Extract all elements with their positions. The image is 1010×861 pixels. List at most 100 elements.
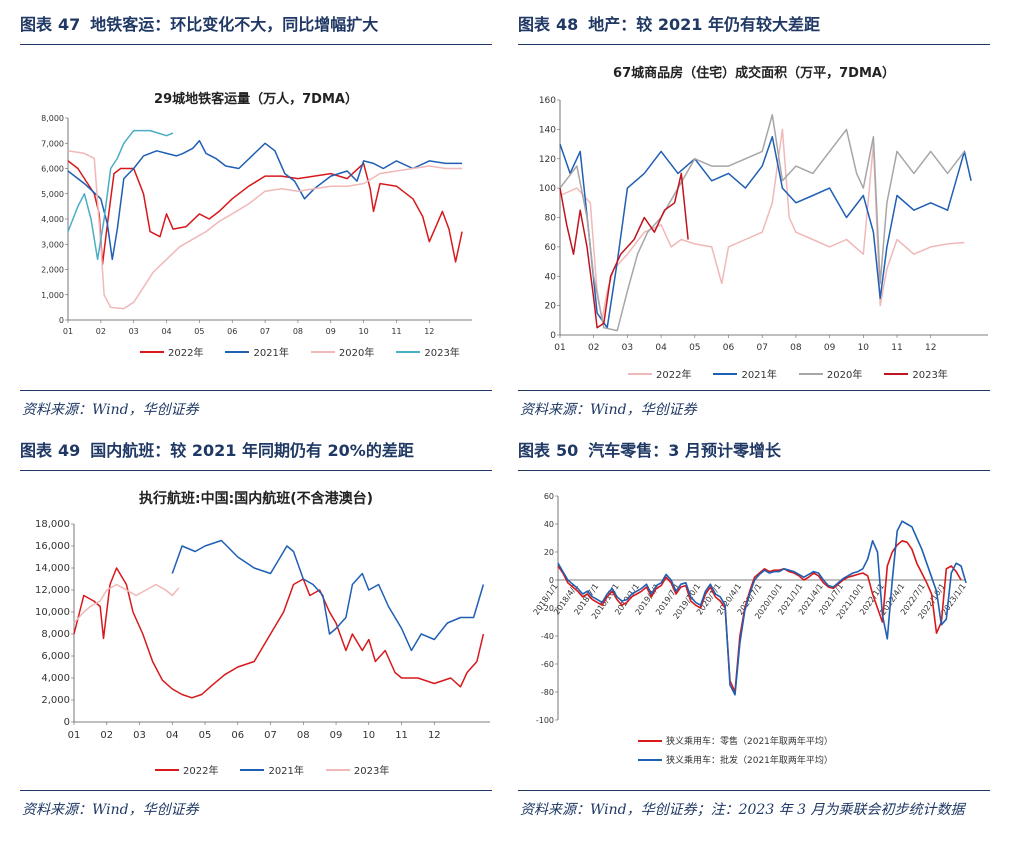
legend-label: 狭义乘用车：批发（2021年取两年平均）	[666, 756, 833, 766]
x-tick-label: 03	[129, 327, 139, 336]
panel-title: 图表 49 国内航班：较 2021 年同期仍有 20%的差距	[20, 436, 492, 471]
y-tick-label: 120	[539, 155, 556, 165]
series-line-2	[67, 150, 463, 310]
y-tick-label: 12,000	[35, 585, 70, 596]
x-tick-label: 12	[424, 327, 434, 336]
x-tick-label: 11	[891, 343, 902, 353]
y-tick-label: 16,000	[35, 541, 70, 552]
x-tick-label: 07	[264, 730, 277, 741]
chart-svg: 0 2,000 4,000 6,000 8,000 10,000 12,000 14,000 1…	[35, 519, 490, 741]
x-tick-label: 02	[96, 327, 106, 336]
x-tick-label: 08	[297, 730, 310, 741]
legend-item: 2023年	[884, 366, 948, 381]
series-line-1	[559, 135, 972, 329]
series-line-1	[67, 139, 463, 261]
y-tick-label: 6,000	[41, 165, 64, 174]
x-tick-label: 10	[359, 327, 369, 336]
legend-swatch	[638, 758, 662, 761]
x-tick-label: 04	[655, 343, 667, 353]
x-tick-label: 06	[227, 327, 237, 336]
x-tick-label: 05	[199, 730, 212, 741]
legend-label: 2023年	[912, 370, 948, 381]
legend-swatch	[713, 372, 738, 375]
figure-number: 49	[58, 441, 81, 460]
source-note: 资料来源：Wind，华创证券	[20, 790, 492, 821]
legend-item: 2023年	[325, 762, 389, 777]
x-tick-label: 10	[858, 343, 870, 353]
y-tick-label: 60	[544, 492, 554, 501]
series-line-2	[73, 583, 180, 624]
x-tick-label: 11	[395, 730, 408, 741]
x-tick-label: 05	[194, 327, 204, 336]
x-tick-label: 12	[925, 343, 936, 353]
series-line-3	[67, 129, 174, 261]
x-tick-label: 09	[326, 327, 336, 336]
figure-heading: 汽车零售：3 月预计零增长	[588, 441, 781, 460]
x-tick-label: 05	[689, 343, 700, 353]
y-tick-label: 3,000	[41, 240, 64, 249]
panel-title: 图表 47 地铁客运：环比变化不大，同比增幅扩大	[20, 10, 492, 45]
figure-label: 图表	[20, 15, 53, 34]
legend-swatch	[140, 350, 164, 353]
panel-title: 图表 48 地产：较 2021 年仍有较大差距	[518, 10, 990, 45]
y-tick-label: 60	[545, 243, 557, 253]
x-tick-label: 10	[362, 730, 375, 741]
chart-svg: 0 20 40 60 80 100 120 140 160 01 02 03 04 05 06 07 08 09 1…	[539, 96, 988, 353]
source-note: 资料来源：Wind，华创证券；注：2023 年 3 月为乘联会初步统计数据	[518, 790, 990, 821]
x-tick-label: 07	[756, 343, 767, 353]
panel-49: 图表 49 国内航班：较 2021 年同期仍有 20%的差距 执行航班:中国:国内航…	[20, 436, 492, 856]
x-tick-label: 11	[391, 327, 401, 336]
series-line-0	[73, 567, 485, 699]
y-tick-label: 1,000	[41, 291, 64, 300]
chart-title: 执行航班:中国:国内航班(不含港澳台)	[139, 491, 373, 507]
y-tick-label: 0	[64, 717, 70, 728]
legend-swatch	[240, 768, 265, 771]
y-tick-label: 18,000	[35, 519, 70, 530]
figure-number: 47	[58, 15, 81, 34]
series-line-1	[171, 539, 485, 652]
y-tick-label: -20	[541, 604, 554, 613]
y-tick-label: 140	[539, 125, 556, 135]
x-tick-label: 12	[428, 730, 441, 741]
y-tick-label: 2,000	[41, 695, 70, 706]
series-line-3	[559, 172, 689, 329]
chart-svg: -100-80-60-40-2002040602018/1/12018/4/12…	[532, 492, 968, 725]
x-tick-label: 03	[622, 343, 633, 353]
y-tick-label: 6,000	[41, 651, 70, 662]
x-tick-label: 08	[790, 343, 802, 353]
figure-label: 图表	[20, 441, 53, 460]
x-tick-label: 03	[133, 730, 146, 741]
figure-heading: 地产：较 2021 年仍有较大差距	[588, 15, 820, 34]
legend-label: 2020年	[826, 370, 863, 381]
legend-label: 2021年	[268, 766, 304, 777]
series-line-0	[557, 540, 962, 693]
y-tick-label: 80	[545, 214, 557, 224]
x-tick-label: 04	[166, 730, 179, 741]
legend-item: 2021年	[713, 366, 777, 381]
y-tick-label: 8,000	[41, 629, 70, 640]
legend: 狭义乘用车：零售（2021年取两年平均） 狭义乘用车：批发（2021年取两年平均）	[638, 734, 833, 766]
x-tick-label: 02	[100, 730, 113, 741]
legend-swatch	[628, 372, 652, 375]
panel-title: 图表 50 汽车零售：3 月预计零增长	[518, 436, 990, 471]
figure-number: 50	[556, 441, 579, 460]
y-tick-label: 2,000	[41, 266, 64, 275]
chart-title: 67城商品房（住宅）成交面积（万平，7DMA）	[613, 66, 895, 81]
y-tick-label: 40	[545, 272, 557, 282]
legend-item: 2021年	[240, 762, 304, 777]
panel-48: 图表 48 地产：较 2021 年仍有较大差距 67城商品房（住宅）成交面积（万平，…	[518, 10, 990, 428]
legend-label: 2021年	[741, 370, 777, 381]
y-tick-label: 10,000	[35, 607, 70, 618]
x-tick-label: 09	[330, 730, 343, 741]
figure-heading: 国内航班：较 2021 年同期仍有 20%的差距	[90, 441, 414, 460]
series-line-2	[559, 113, 965, 332]
x-tick-label: 01	[68, 730, 81, 741]
y-tick-label: -60	[541, 660, 554, 669]
y-tick-label: 4,000	[41, 215, 64, 224]
series-line-1	[557, 520, 967, 696]
legend-swatch	[155, 768, 179, 771]
series-line-0	[559, 128, 965, 322]
legend-label: 2020年	[338, 348, 375, 359]
x-tick-label: 01	[63, 327, 73, 336]
y-tick-label: 20	[544, 548, 554, 557]
